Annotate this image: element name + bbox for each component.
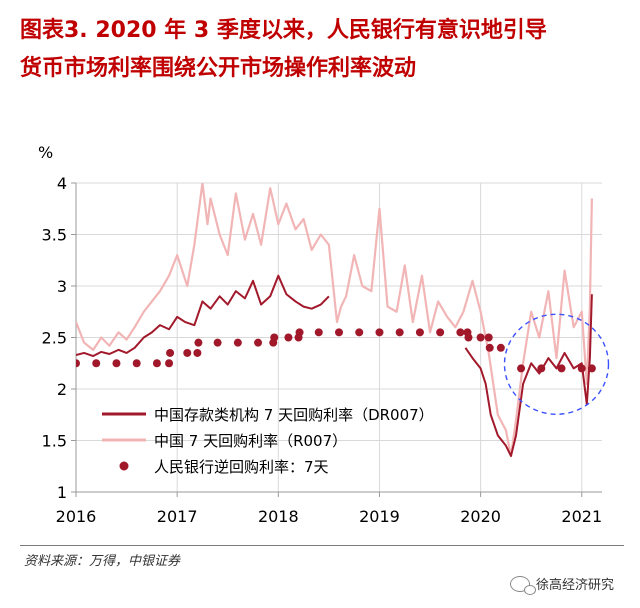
reverse-repo-point [485, 343, 494, 352]
reverse-repo-point [517, 364, 526, 373]
reverse-repo-point [375, 328, 384, 337]
reverse-repo-point [213, 338, 222, 347]
reverse-repo-point [395, 328, 404, 337]
x-tick-label: 2020 [460, 507, 501, 526]
x-tick-label: 2021 [561, 507, 602, 526]
dr007-line [76, 274, 330, 358]
x-tick-label: 2018 [258, 507, 299, 526]
x-tick-label: 2016 [56, 507, 97, 526]
x-tick-label: 2017 [157, 507, 198, 526]
reverse-repo-point [577, 364, 586, 373]
r007-line [76, 183, 593, 458]
source-note: 资料来源：万得，中银证券 [24, 554, 181, 569]
reverse-repo-point [295, 328, 304, 337]
y-tick-label: 2 [57, 380, 67, 399]
reverse-repo-point [132, 359, 141, 368]
reverse-repo-point [112, 359, 121, 368]
reverse-repo-point [415, 328, 424, 337]
figure-title-line1: 图表3. 2020 年 3 季度以来，人民银行有意识地引导 [20, 18, 547, 43]
reverse-repo-point [193, 348, 202, 357]
reverse-repo-point [496, 343, 505, 352]
y-tick-label: 2.5 [42, 329, 67, 348]
reverse-repo-point [254, 338, 263, 347]
watermark-text: 徐高经济研究 [535, 578, 614, 593]
reverse-repo-point [166, 348, 175, 357]
line-chart: 1 1.5 2 2.5 3 3.5 4 2016 2017 2018 2019 2020 2021% 中国… [38, 143, 610, 526]
watermark: 徐高经济研究 [509, 574, 614, 595]
reverse-repo-point [355, 328, 364, 337]
x-tick-label: 2019 [359, 507, 400, 526]
reverse-repo-point [587, 364, 596, 373]
y-tick-label: 3.5 [42, 226, 67, 245]
reverse-repo-point [456, 328, 465, 337]
reverse-repo-point [464, 333, 473, 342]
plot-area [76, 183, 596, 458]
figure-title-line2: 货币市场利率围绕公开市场操作利率波动 [20, 56, 417, 81]
y-tick-label: 1.5 [42, 432, 67, 451]
footer-divider [20, 545, 624, 546]
reverse-repo-point [314, 328, 323, 337]
reverse-repo-point [436, 328, 445, 337]
wechat-icon [509, 575, 536, 595]
annotation-ellipse [503, 313, 610, 415]
figure-title: 图表3. 2020 年 3 季度以来，人民银行有意识地引导 货币市场利率围绕公开… [20, 12, 628, 88]
reverse-repo-point [152, 359, 161, 368]
reverse-repo-point [284, 333, 293, 342]
y-tick-label: 4 [57, 174, 67, 193]
legend-label: 中国 7 天回购利率（R007） [154, 432, 347, 450]
reverse-repo-point [557, 364, 566, 373]
reverse-repo-point [270, 333, 279, 342]
reverse-repo-point [476, 333, 485, 342]
legend-swatch-dot [119, 461, 129, 471]
reverse-repo-point [165, 359, 174, 368]
reverse-repo-point [76, 359, 80, 368]
dr007-line [464, 294, 593, 457]
reverse-repo-point [194, 338, 203, 347]
reverse-repo-point [92, 359, 101, 368]
y-axis-label: % [38, 143, 53, 162]
y-tick-label: 1 [57, 483, 67, 502]
reverse-repo-point [233, 338, 242, 347]
reverse-repo-point [484, 333, 493, 342]
legend-label: 人民银行逆回购利率：7天 [154, 458, 329, 476]
reverse-repo-point [183, 348, 192, 357]
y-tick-label: 3 [57, 277, 67, 296]
reverse-repo-point [537, 364, 546, 373]
legend-label: 中国存款类机构 7 天回购利率（DR007） [154, 406, 434, 424]
reverse-repo-point [335, 328, 343, 337]
